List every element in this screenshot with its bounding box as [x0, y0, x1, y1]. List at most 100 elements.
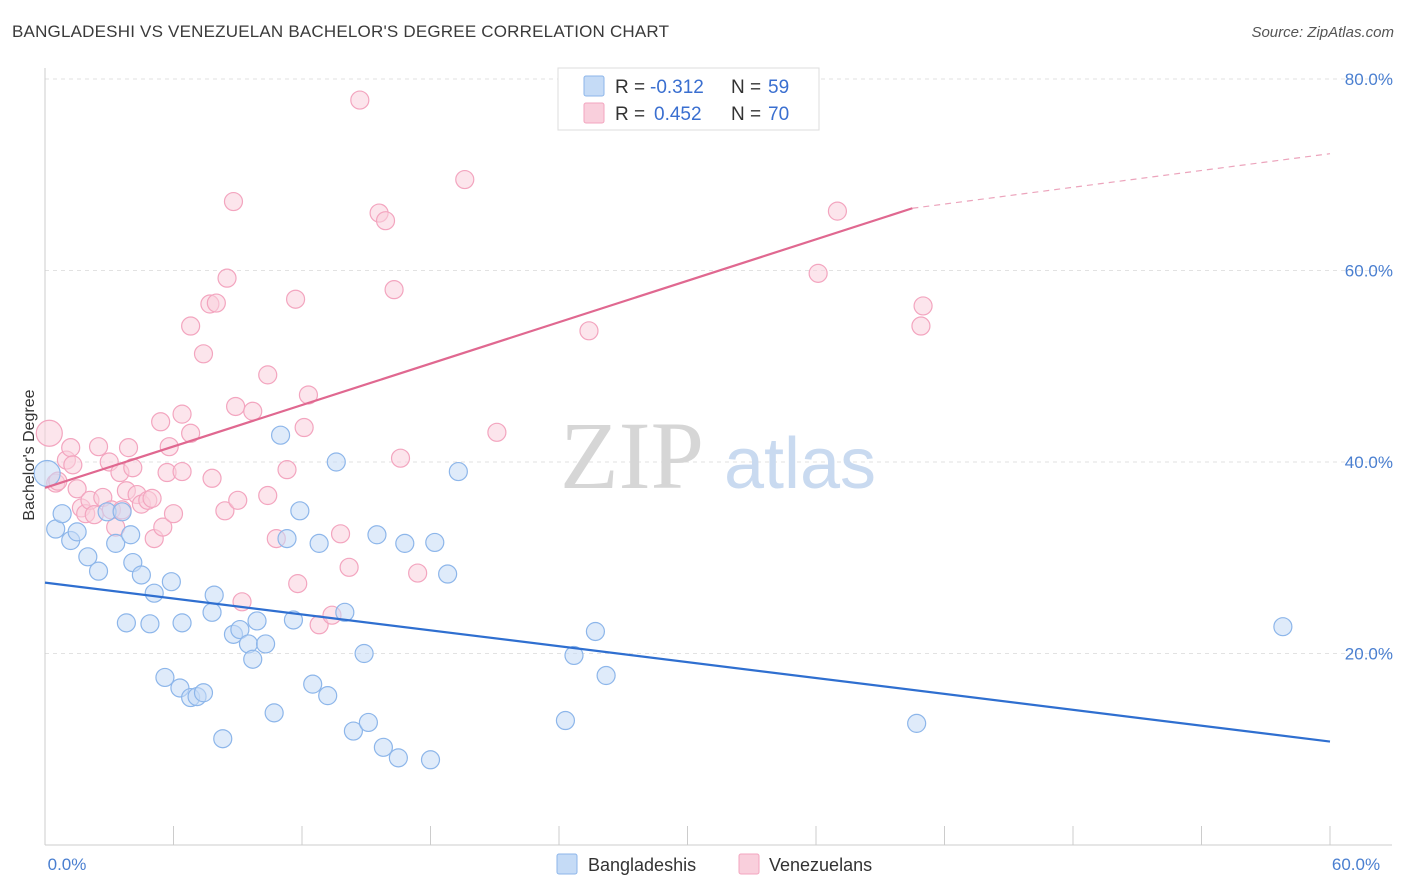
venezuelan-point-67 [808, 263, 828, 283]
bangladeshi-point-56 [596, 665, 616, 686]
y-tick-labels: 80.0% 60.0% 40.0% 20.0% [1345, 70, 1393, 664]
bangladeshi-point-35 [283, 610, 304, 630]
bangladeshi-point-19 [172, 613, 192, 633]
venezuelan-point-45 [243, 401, 263, 421]
venezuelan-point-37 [202, 468, 222, 488]
series-legend-swatch-bangladeshis [556, 853, 578, 875]
trend-line-extension-venezuelans [912, 153, 1331, 209]
venezuelan-point-60 [375, 211, 396, 231]
bangladeshi-point-40 [326, 452, 346, 472]
x-tick-label-right: 60.0% [1332, 855, 1380, 874]
venezuelan-point-35 [193, 344, 214, 364]
venezuelan-point-50 [285, 289, 306, 309]
venezuelan-point-41 [223, 191, 244, 212]
venezuelan-point-43 [228, 490, 248, 510]
bangladeshi-point-4 [67, 522, 87, 542]
bangladeshi-point-23 [202, 602, 222, 622]
bangladeshi-point-51 [438, 564, 458, 584]
bangladeshi-point-49 [420, 750, 441, 770]
venezuelan-point-39 [215, 501, 235, 521]
bangladeshi-point-44 [358, 712, 378, 733]
bangladeshi-point-6 [88, 561, 109, 581]
bangladeshi-point-17 [161, 572, 181, 592]
venezuelan-point-6 [67, 479, 87, 499]
bangladeshi-point-0 [33, 459, 61, 488]
grid-lines [45, 78, 1392, 654]
watermark: ZIP atlas [560, 402, 876, 509]
watermark-zip: ZIP [560, 402, 704, 509]
venezuelan-point-63 [408, 563, 428, 583]
bangladeshi-point-55 [585, 621, 606, 642]
legend-swatch-venezuelans [583, 102, 605, 124]
legend-n-label-1: N = [731, 77, 761, 98]
bangladeshi-point-57 [907, 713, 927, 733]
venezuelan-point-5 [63, 455, 83, 475]
venezuelan-point-61 [384, 280, 404, 300]
bangladeshi-point-13 [116, 613, 136, 633]
bangladeshi-point-15 [144, 583, 164, 603]
legend-n-label-2: N = [731, 104, 761, 125]
bangladeshi-point-52 [448, 461, 468, 482]
bangladeshi-point-58 [1273, 617, 1293, 637]
venezuelan-point-68 [827, 201, 848, 221]
bangladeshi-point-14 [140, 614, 160, 634]
bangladeshi-point-53 [555, 710, 576, 731]
bangladeshi-point-29 [247, 611, 267, 631]
trend-lines [44, 153, 1331, 743]
bangladeshi-point-50 [425, 532, 445, 553]
axes [44, 68, 1392, 846]
trend-line-bangladeshis [44, 581, 1331, 743]
bangladeshi-point-12 [131, 565, 151, 585]
venezuelan-point-33 [181, 423, 201, 443]
bangladeshi-point-27 [230, 619, 250, 640]
bangladeshi-point-42 [343, 721, 363, 741]
venezuelan-point-24 [142, 488, 162, 508]
venezuelan-point-46 [258, 365, 278, 385]
y-tick-label-1: 60.0% [1345, 262, 1393, 281]
venezuelan-point-65 [487, 422, 507, 442]
legend-n-value-1: 59 [768, 77, 789, 98]
bangladeshi-point-41 [335, 602, 355, 622]
venezuelan-point-51 [288, 574, 308, 594]
venezuelan-point-58 [350, 90, 370, 110]
legend-r-value-1: -0.312 [650, 77, 704, 98]
venezuelan-point-0 [35, 419, 63, 447]
bangladeshi-point-31 [255, 634, 276, 654]
bangladeshi-point-36 [290, 501, 310, 521]
bangladeshi-point-38 [309, 533, 329, 553]
venezuelan-point-4 [61, 438, 81, 458]
x-tick-label-left: 0.0% [48, 855, 87, 874]
bangladeshi-point-24 [204, 585, 224, 605]
bangladeshi-point-48 [395, 533, 415, 553]
venezuelan-point-57 [339, 557, 359, 577]
venezuelan-point-56 [330, 524, 351, 544]
bangladeshi-point-2 [52, 504, 72, 524]
venezuelan-point-66 [579, 321, 599, 341]
y-tick-label-2: 40.0% [1345, 453, 1393, 472]
venezuelan-point-11 [88, 437, 109, 457]
bangladeshi-point-9 [112, 502, 132, 522]
legend-n-value-2: 70 [768, 104, 789, 125]
y-tick-label-3: 20.0% [1345, 645, 1393, 664]
bangladeshi-point-10 [121, 525, 141, 545]
bangladeshi-point-25 [213, 729, 233, 749]
bangladeshi-point-45 [367, 525, 387, 545]
stats-legend: R = -0.312 N = 59 R = 0.452 N = 70 [557, 67, 820, 131]
venezuelan-point-52 [294, 417, 314, 438]
chart-title: BANGLADESHI VS VENEZUELAN BACHELOR'S DEG… [12, 22, 670, 41]
bangladeshi-point-39 [318, 686, 338, 706]
bangladeshi-point-34 [277, 528, 297, 549]
venezuelan-point-34 [181, 316, 201, 336]
venezuelan-point-47 [258, 485, 278, 506]
bangladeshi-point-5 [78, 547, 98, 567]
bangladeshi-point-16 [155, 667, 175, 688]
series-bangladeshis [33, 425, 1293, 770]
bangladeshi-point-46 [373, 737, 393, 757]
legend-swatch-bangladeshis [583, 75, 605, 97]
venezuelan-point-40 [217, 268, 237, 288]
venezuelan-point-62 [390, 448, 411, 468]
bangladeshi-point-22 [193, 683, 214, 703]
bangladeshi-point-8 [106, 533, 126, 553]
series-legend-swatch-venezuelans [738, 853, 760, 875]
